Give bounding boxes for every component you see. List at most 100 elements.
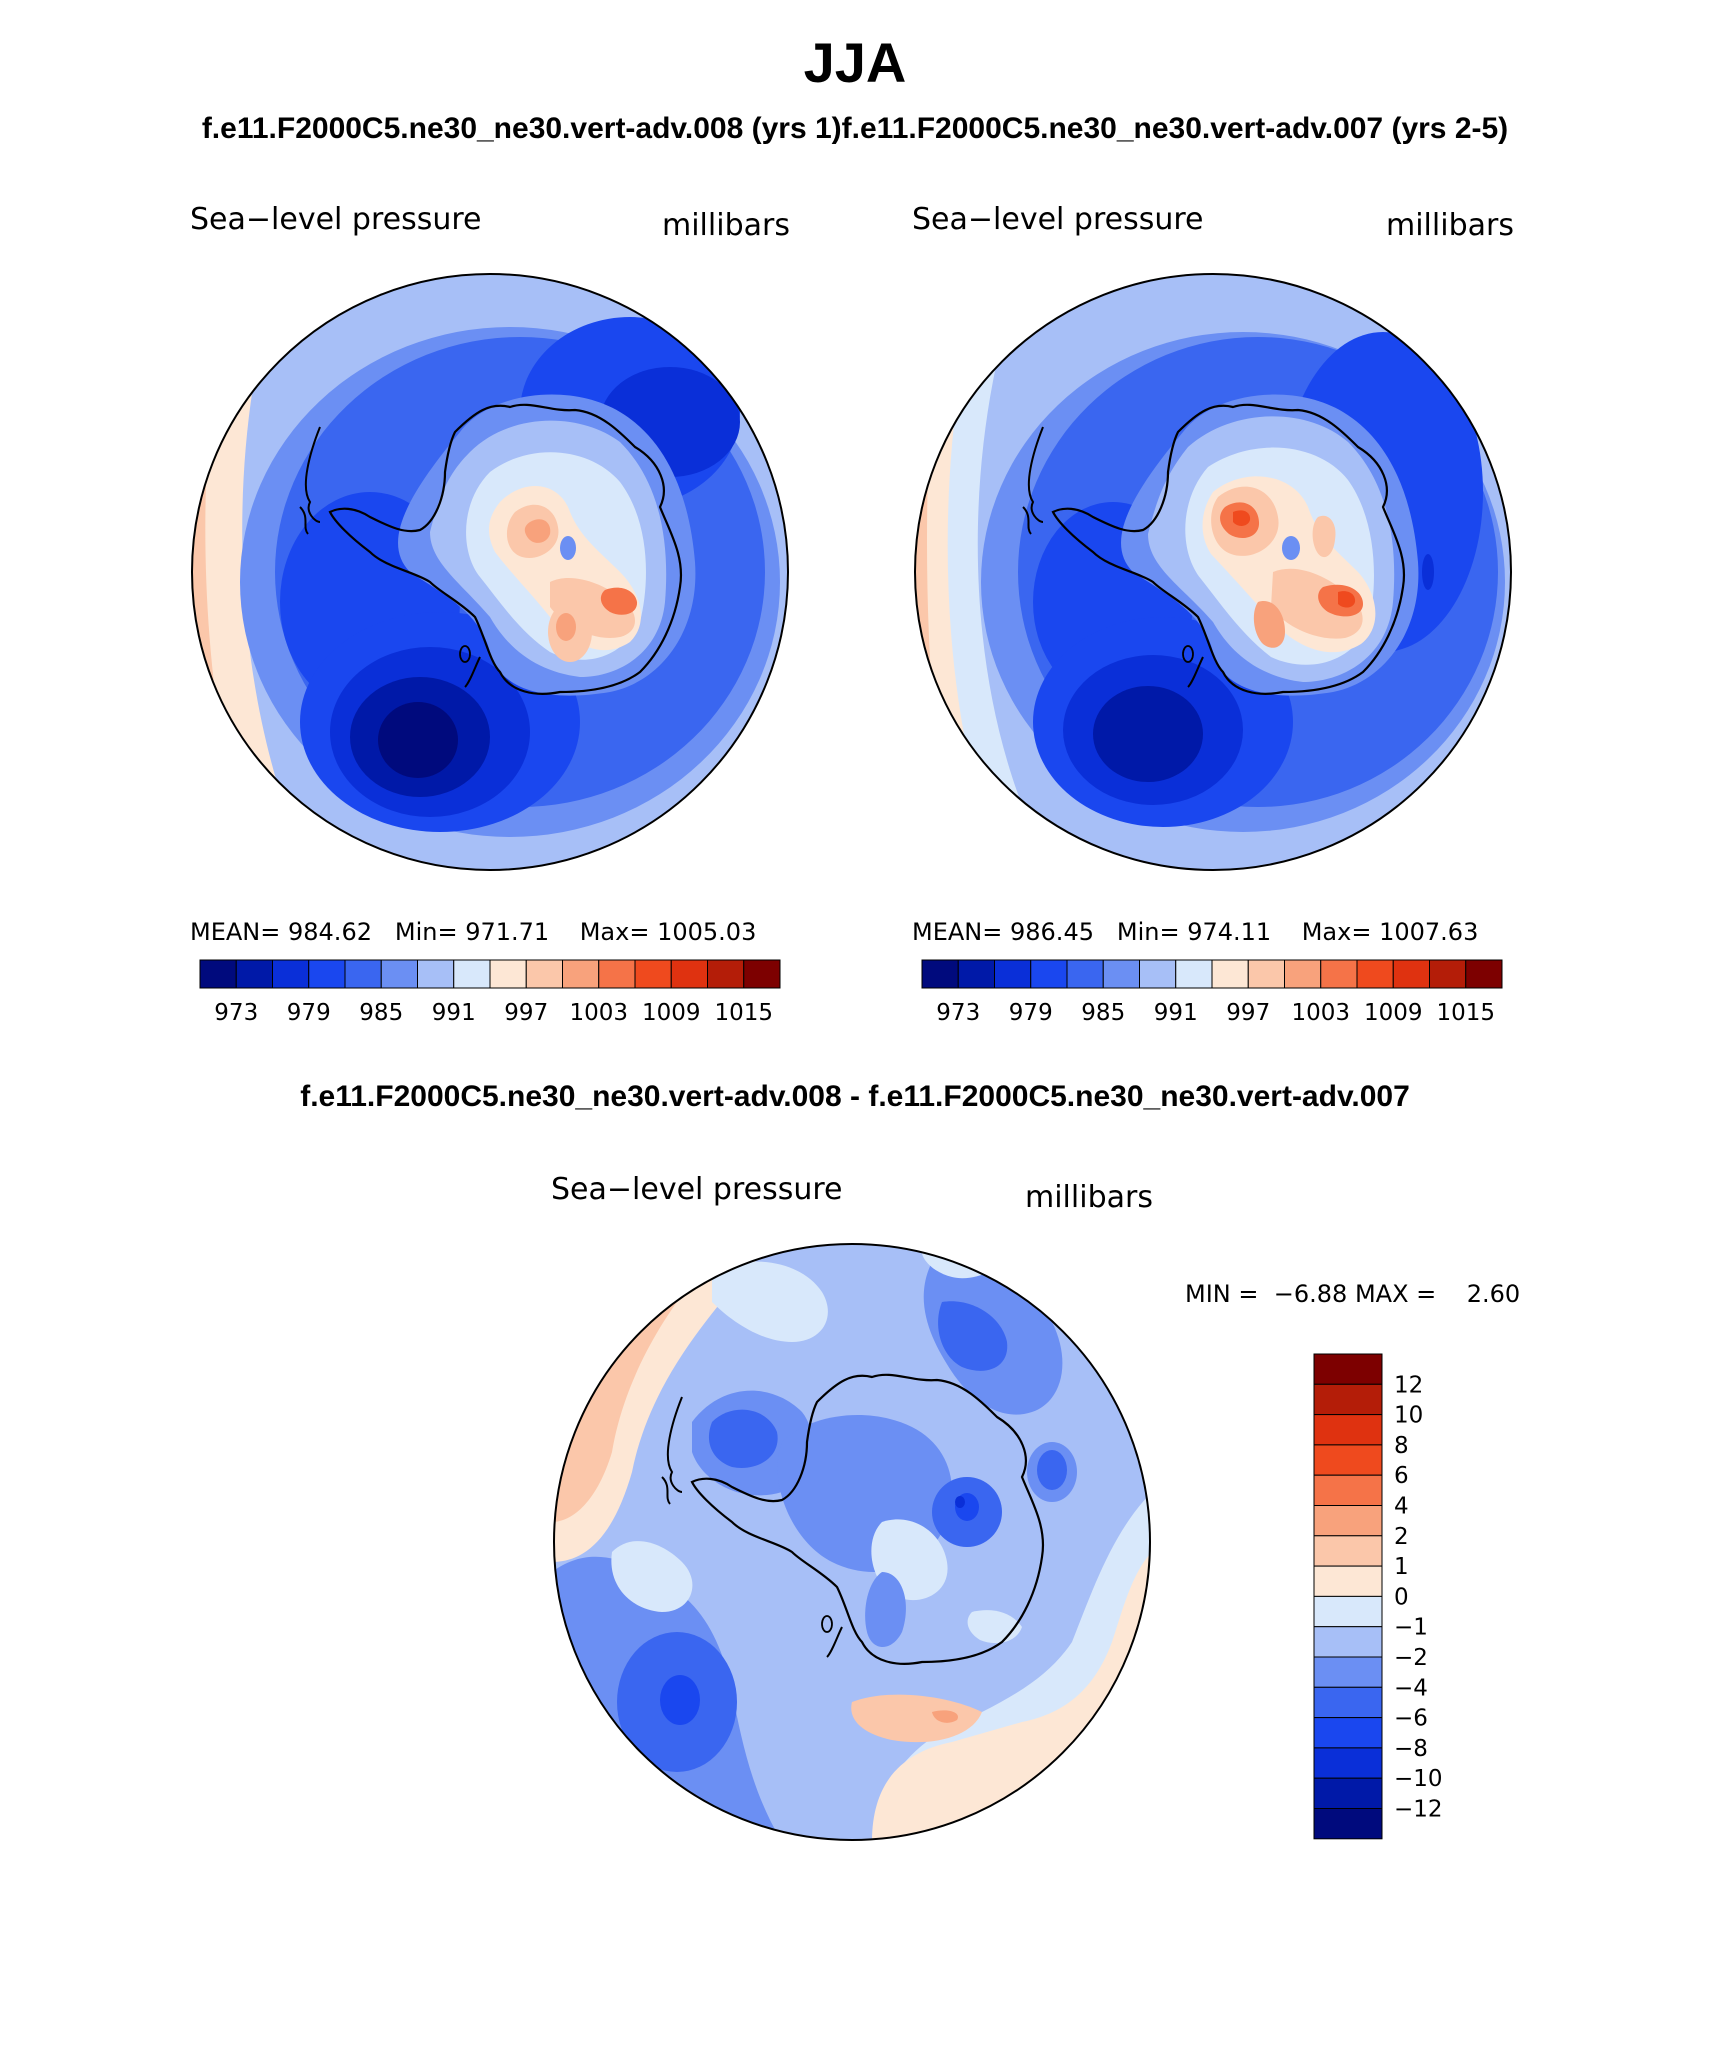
plot3-colorbar-box: [1313, 1535, 1383, 1567]
plot2-colorbar-box: [1175, 959, 1213, 989]
plot3-colorbar-box: [1313, 1474, 1383, 1506]
plot2-colorbar-label: 985: [1081, 1000, 1125, 1026]
plot3-min-value: −6.88: [1273, 1280, 1348, 1308]
plot2-colorbar-box: [1284, 959, 1322, 989]
plot1-colorbar-box: [634, 959, 672, 989]
plot1-colorbar-label: 979: [287, 1000, 331, 1026]
plot1-colorbar-box: [743, 959, 781, 989]
plot2-colorbar-box: [957, 959, 995, 989]
plot3-min-label: MIN =: [1185, 1280, 1259, 1308]
plot2-units-label: millibars: [1386, 208, 1514, 243]
plot3-max-value: 2.60: [1466, 1280, 1521, 1308]
plot3-colorbar-box: [1313, 1353, 1383, 1385]
plot2-colorbar-box: [1139, 959, 1177, 989]
plot2-colorbar-box: [1392, 959, 1430, 989]
plot3-colorbar-label: 1: [1394, 1554, 1409, 1580]
plot2-mean-label: MEAN=: [912, 918, 1003, 946]
plot3-colorbar-label: 0: [1394, 1584, 1409, 1610]
plot1-colorbar-box: [235, 959, 273, 989]
plot3-colorbar-box: [1313, 1747, 1383, 1779]
plot3-colorbar-label: 4: [1394, 1494, 1409, 1520]
plot2-variable-label: Sea−level pressure: [912, 202, 1204, 237]
plot2-colorbar-label: 991: [1154, 1000, 1198, 1026]
plot2-stats: MEAN= 986.45 Min= 974.11 Max= 1007.63: [912, 918, 1478, 946]
plot3-colorbar-label: −8: [1394, 1736, 1428, 1762]
plot1-colorbar-box: [598, 959, 636, 989]
plot3-colorbar-label: −1: [1394, 1615, 1428, 1641]
plot3-colorbar-box: [1313, 1383, 1383, 1416]
plot1-colorbar-box: [670, 959, 708, 989]
plot2-colorbar-label: 979: [1009, 1000, 1053, 1026]
plot1-colorbar: 973 979 985 991 997 1003 1009 1015: [199, 959, 781, 1026]
plot2-colorbar-label: 997: [1226, 1000, 1270, 1026]
plot3-colorbar-box: [1313, 1686, 1383, 1719]
plot3-colorbar-box: [1313, 1595, 1383, 1628]
plot1-mean-label: MEAN=: [190, 918, 281, 946]
plot3-colorbar-label: 10: [1394, 1403, 1423, 1429]
plot3-colorbar-label: −12: [1394, 1797, 1443, 1823]
plot2-map: [914, 273, 1512, 871]
main-title: JJA: [803, 31, 907, 94]
difference-title: f.e11.F2000C5.ne30_ne30.vert-adv.008 - f…: [300, 1080, 1410, 1113]
plot1-max-value: 1005.03: [657, 918, 757, 946]
plot1-colorbar-label: 1009: [642, 1000, 701, 1026]
plot2-colorbar-box: [1429, 959, 1467, 989]
plot1-colorbar-label: 973: [214, 1000, 258, 1026]
plot2-max-label: Max=: [1301, 918, 1372, 946]
case-title-left: f.e11.F2000C5.ne30_ne30.vert-adv.008 (yr…: [201, 112, 842, 145]
plot1-stats: MEAN= 984.62 Min= 971.71 Max= 1005.03: [190, 918, 756, 946]
plot1-colorbar-label: 997: [504, 1000, 548, 1026]
plot2-colorbar-box: [994, 959, 1032, 989]
plot2-mean-value: 986.45: [1010, 918, 1094, 946]
plot3-max-label: MAX =: [1354, 1280, 1437, 1308]
plot2-min-value: 974.11: [1187, 918, 1272, 946]
case-titles: f.e11.F2000C5.ne30_ne30.vert-adv.008 (yr…: [0, 112, 1710, 146]
plot1-min-value: 971.71: [465, 918, 550, 946]
plot2-colorbar-label: 1003: [1291, 1000, 1350, 1026]
plot1-colorbar-label: 1003: [569, 1000, 628, 1026]
plot1-colorbar-box: [344, 959, 382, 989]
plot1-mean-value: 984.62: [288, 918, 372, 946]
plot2-max-value: 1007.63: [1379, 918, 1479, 946]
plot1-colorbar-box: [417, 959, 455, 989]
plot2-colorbar-box: [1211, 959, 1249, 989]
plot3-colorbar-label: 8: [1394, 1433, 1409, 1459]
plot2-colorbar-box: [1320, 959, 1358, 989]
plot2-colorbar-box: [1465, 959, 1503, 989]
plot3-colorbar-box: [1313, 1656, 1383, 1688]
plot3-colorbar-box: [1313, 1808, 1383, 1840]
plot1-units-label: millibars: [662, 208, 790, 243]
plot3-units-label: millibars: [1025, 1180, 1153, 1215]
plot2-colorbar-label: 1009: [1364, 1000, 1423, 1026]
plot1-map: [191, 273, 789, 871]
plot2-colorbar-box: [1102, 959, 1140, 989]
plot2-colorbar-box: [1356, 959, 1394, 989]
plot3-colorbar-box: [1313, 1565, 1383, 1597]
plot2-colorbar-box: [921, 959, 959, 989]
plot3-colorbar-box: [1313, 1777, 1383, 1810]
plot2-colorbar-box: [1247, 959, 1285, 989]
plot3-colorbar-box: [1313, 1505, 1383, 1537]
plot1-colorbar-label: 985: [359, 1000, 403, 1026]
plot3-colorbar-box: [1313, 1444, 1383, 1476]
plot1-colorbar-label: 991: [432, 1000, 476, 1026]
plot2-colorbar-label: 1015: [1436, 1000, 1495, 1026]
plot1-colorbar-label: 1015: [714, 1000, 773, 1026]
plot3-colorbar-box: [1313, 1626, 1383, 1658]
plot2-colorbar-box: [1066, 959, 1104, 989]
plot1-colorbar-box: [308, 959, 346, 989]
plot1-colorbar-box: [380, 959, 418, 989]
plot3-colorbar-label: 2: [1394, 1524, 1409, 1550]
plot2-colorbar-label: 973: [936, 1000, 980, 1026]
plot3-colorbar-label: 6: [1394, 1463, 1409, 1489]
plot1-colorbar-box: [562, 959, 600, 989]
plot3-colorbar-label: −4: [1394, 1675, 1428, 1701]
plot1-max-label: Max=: [579, 918, 650, 946]
plot3-map: [553, 1243, 1151, 1841]
plot1-colorbar-box: [525, 959, 563, 989]
plot1-colorbar-box: [453, 959, 491, 989]
plot3-colorbar-label: −10: [1394, 1766, 1443, 1792]
plot1-colorbar-box: [272, 959, 310, 989]
plot3-colorbar-box: [1313, 1414, 1383, 1446]
